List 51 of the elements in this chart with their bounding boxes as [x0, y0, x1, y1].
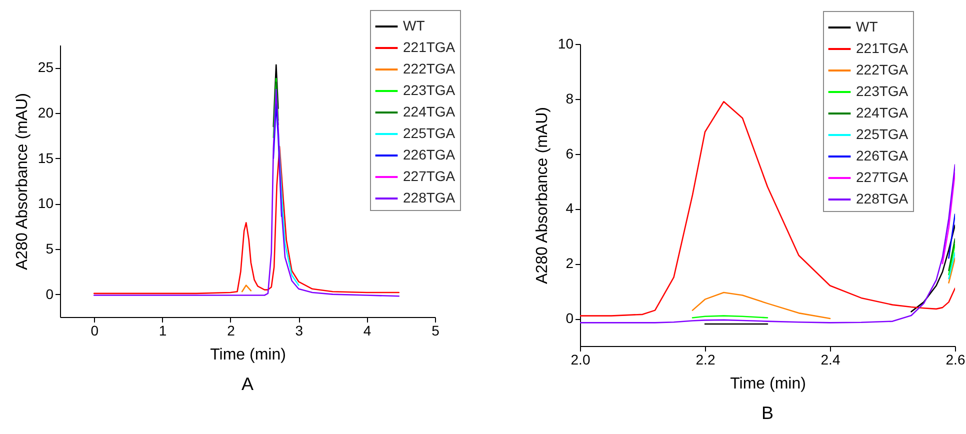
legend-label: 227TGA [403, 168, 456, 184]
x-tick-label: 0 [90, 322, 99, 338]
x-axis-title: Time (min) [210, 346, 286, 364]
line-series [93, 88, 400, 297]
legend-label: 226TGA [856, 148, 909, 164]
legend-label: 228TGA [403, 190, 456, 206]
line-series [93, 146, 400, 294]
x-tick-label: 5 [432, 322, 440, 338]
y-tick-label: 4 [566, 200, 574, 216]
y-tick-label: 6 [566, 145, 574, 162]
line-series [580, 101, 955, 316]
y-tick-label: 20 [38, 104, 54, 120]
x-tick-label: 3 [295, 322, 304, 338]
x-tick-label: 4 [363, 322, 372, 338]
x-axis-title: Time (min) [730, 376, 806, 392]
y-axis-title: A280 Absorbance (mAU) [14, 93, 31, 270]
legend-label: 222TGA [856, 62, 909, 78]
legend-label: WT [403, 18, 426, 34]
legend-label: 223TGA [403, 82, 456, 98]
y-tick-label: 25 [38, 59, 54, 76]
y-tick-label: 15 [38, 150, 54, 166]
legend-label: 221TGA [856, 40, 909, 56]
legend-label: 224TGA [403, 104, 456, 120]
y-tick-label: 0 [566, 310, 574, 326]
y-tick-label: 2 [566, 255, 574, 272]
legend-label: 222TGA [403, 60, 456, 76]
legend-label: 223TGA [856, 83, 909, 99]
y-tick-label: 10 [38, 195, 54, 212]
legend-label: WT [856, 18, 878, 34]
x-tick-label: 2.4 [820, 352, 840, 368]
x-tick-label: 2.0 [570, 352, 590, 368]
text: A [241, 374, 254, 394]
y-tick-label: 0 [46, 286, 54, 302]
legend-label: 228TGA [856, 190, 909, 206]
line-series [272, 103, 282, 218]
x-tick-label: 2.6 [946, 352, 966, 368]
legend-label: 224TGA [856, 104, 909, 120]
legend-label: 227TGA [856, 169, 909, 185]
y-axis-title: A280 Absorbance (mAU) [534, 107, 551, 284]
x-tick-label: 2.2 [696, 352, 716, 368]
legend-label: 226TGA [403, 146, 456, 162]
x-tick-label: 2 [227, 322, 236, 338]
line-series [580, 164, 955, 324]
y-tick-label: 10 [558, 36, 574, 52]
y-tick-label: 8 [566, 90, 574, 106]
y-tick-label: 5 [46, 240, 54, 256]
x-tick-label: 1 [158, 322, 167, 338]
text: B [761, 403, 774, 423]
legend-label: 221TGA [403, 39, 456, 55]
legend-label: 225TGA [403, 125, 456, 141]
legend-label: 225TGA [856, 126, 909, 142]
